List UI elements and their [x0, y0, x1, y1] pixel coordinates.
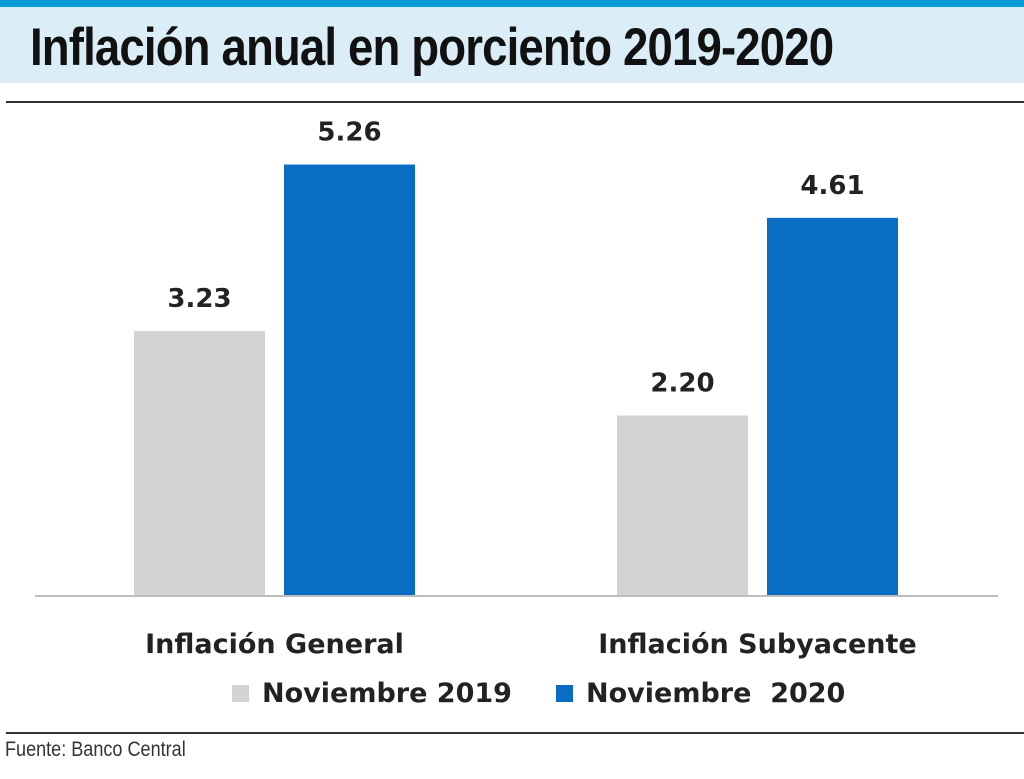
legend-item-2019: Noviembre 2019 [232, 678, 512, 709]
legend-label-2019: Noviembre 2019 [262, 678, 512, 709]
bar-2020-subyacente [767, 217, 898, 596]
data-label-2019-subyacente: 2.20 [650, 369, 714, 399]
bottom-divider [6, 732, 1024, 734]
bar-2020-general [284, 164, 415, 596]
legend-label-2020: Noviembre 2020 [586, 678, 846, 709]
page-title: Inflación anual en porciento 2019-2020 [30, 18, 834, 77]
bar-chart: 3.23 5.26 Inflación General 2.20 4.61 Inflaci… [35, 118, 998, 660]
chart-legend: Noviembre 2019 Noviembre 2020 [0, 678, 1024, 718]
category-label-general: Inflación General [145, 629, 404, 660]
bar-2019-subyacente [617, 415, 748, 596]
bar-2019-general [134, 331, 265, 596]
source-note: Fuente: Banco Central [5, 738, 186, 761]
top-divider [6, 101, 1024, 103]
title-band: Inflación anual en porciento 2019-2020 [0, 7, 1024, 83]
legend-swatch-2019 [232, 685, 249, 702]
data-label-2020-subyacente: 4.61 [800, 171, 864, 201]
category-label-subyacente: Inflación Subyacente [598, 629, 917, 660]
legend-item-2020: Noviembre 2020 [556, 678, 845, 709]
data-label-2019-general: 3.23 [167, 284, 231, 314]
top-accent-stripe [0, 0, 1024, 7]
legend-swatch-2020 [556, 685, 573, 702]
data-label-2020-general: 5.26 [317, 118, 381, 148]
